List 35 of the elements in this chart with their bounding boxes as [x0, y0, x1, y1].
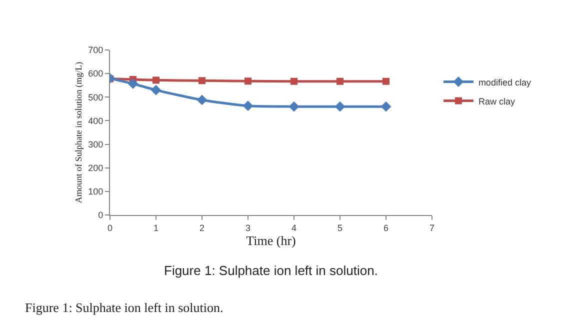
- y-tick-label: 600: [88, 68, 104, 79]
- x-axis-title: Time (hr): [246, 232, 296, 248]
- y-tick-label: 300: [88, 139, 104, 150]
- x-tick-label: 3: [245, 222, 251, 233]
- point: [242, 100, 254, 112]
- y-tick-label: 500: [88, 92, 104, 102]
- point: [244, 78, 252, 85]
- point: [334, 101, 346, 112]
- x-tick-label: 1: [153, 222, 159, 233]
- point: [288, 101, 300, 112]
- y-tick-label: 700: [88, 45, 104, 56]
- x-tick-label: 5: [337, 222, 343, 233]
- point: [196, 94, 208, 106]
- y-axis-title: Amount of Sulphate in solution (mg/L): [74, 62, 84, 204]
- y-tick-label: 100: [88, 186, 104, 197]
- point: [128, 78, 138, 89]
- point: [336, 78, 344, 85]
- x-tick-label: 0: [107, 222, 113, 233]
- x-tick-label: 7: [429, 222, 435, 233]
- caption: Figure 1: Sulphate ion left in solution.: [25, 300, 224, 315]
- point: [382, 78, 390, 85]
- x-tick-label: 2: [199, 222, 205, 233]
- point: [198, 77, 206, 84]
- y-tick-label: 400: [88, 116, 104, 126]
- x-tick-label: 4: [291, 222, 297, 233]
- x-tick-label: 6: [383, 222, 389, 233]
- point: [152, 76, 160, 84]
- point: [150, 84, 162, 96]
- legend-label: modified clay: [478, 77, 532, 88]
- caption: Figure 1: Sulphate ion left in solution.: [164, 263, 378, 278]
- y-tick-label: 200: [88, 163, 104, 174]
- point: [290, 78, 298, 85]
- point: [380, 101, 392, 112]
- y-tick-label: 0: [98, 210, 104, 220]
- legend-label: Raw clay: [478, 96, 516, 106]
